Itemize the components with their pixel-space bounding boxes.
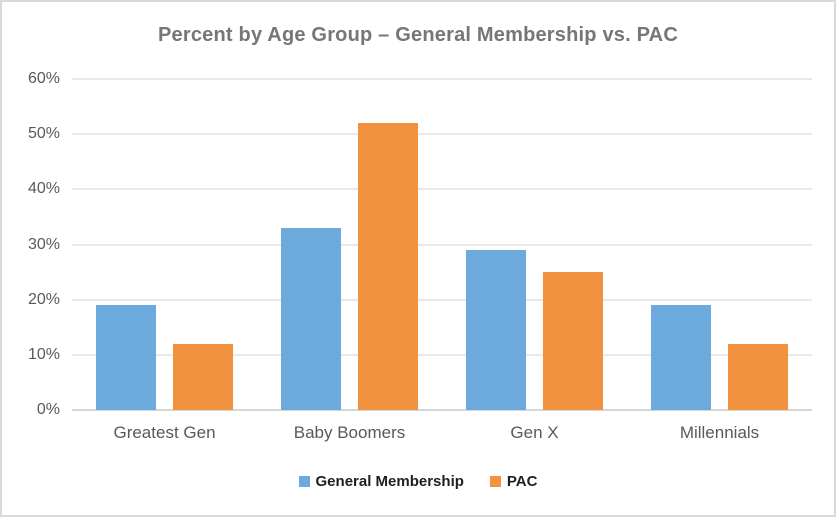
gridline [72,353,812,356]
y-axis-tick-label: 50% [27,125,60,143]
gridline [72,188,812,191]
gridline [72,78,812,80]
bar-group [627,79,812,410]
chart-title: Percent by Age Group – General Membershi… [158,24,678,46]
bar-group [257,79,442,410]
gridline [72,133,812,136]
x-axis-category-label: Baby Boomers [293,423,406,442]
gridline [72,298,812,301]
bar-pac [728,343,788,410]
x-axis-baseline [72,409,812,411]
bar-pac [358,123,418,410]
gridline [72,243,812,246]
legend-label: General Membership [315,473,464,490]
x-axis-labels: Greatest Gen Baby Boomers Gen X Millennials [72,423,812,443]
y-axis-tick-label: 60% [27,70,60,87]
y-axis-tick-label: 30% [27,235,60,253]
legend-swatch-icon [489,476,501,487]
y-axis-tick-label: 0% [36,401,60,418]
bar-general-membership [96,305,156,410]
y-axis-tick-label: 20% [27,290,60,308]
x-axis-category-label: Gen X [510,423,559,442]
y-axis-tick-label: 40% [27,180,60,198]
x-axis-category-label: Millennials [679,423,760,442]
y-axis-tick-label: 10% [27,345,60,363]
x-axis-category-label: Greatest Gen [113,423,216,442]
plot-area [72,78,812,411]
legend-swatch-icon [298,476,310,487]
bar-groups [72,79,812,410]
legend-label: PAC [506,473,538,490]
bar-group [442,79,627,410]
y-axis-labels: 0% 10% 20% 30% 40% 50% 60% [2,70,60,418]
bar-pac [543,272,603,410]
bar-general-membership [466,250,526,410]
bar-group [72,79,257,410]
legend: General Membership PAC [2,473,834,490]
legend-item: PAC [489,473,538,490]
legend-item: General Membership [298,473,464,490]
bar-general-membership [651,305,711,410]
bar-pac [173,343,233,410]
bar-general-membership [281,227,341,410]
